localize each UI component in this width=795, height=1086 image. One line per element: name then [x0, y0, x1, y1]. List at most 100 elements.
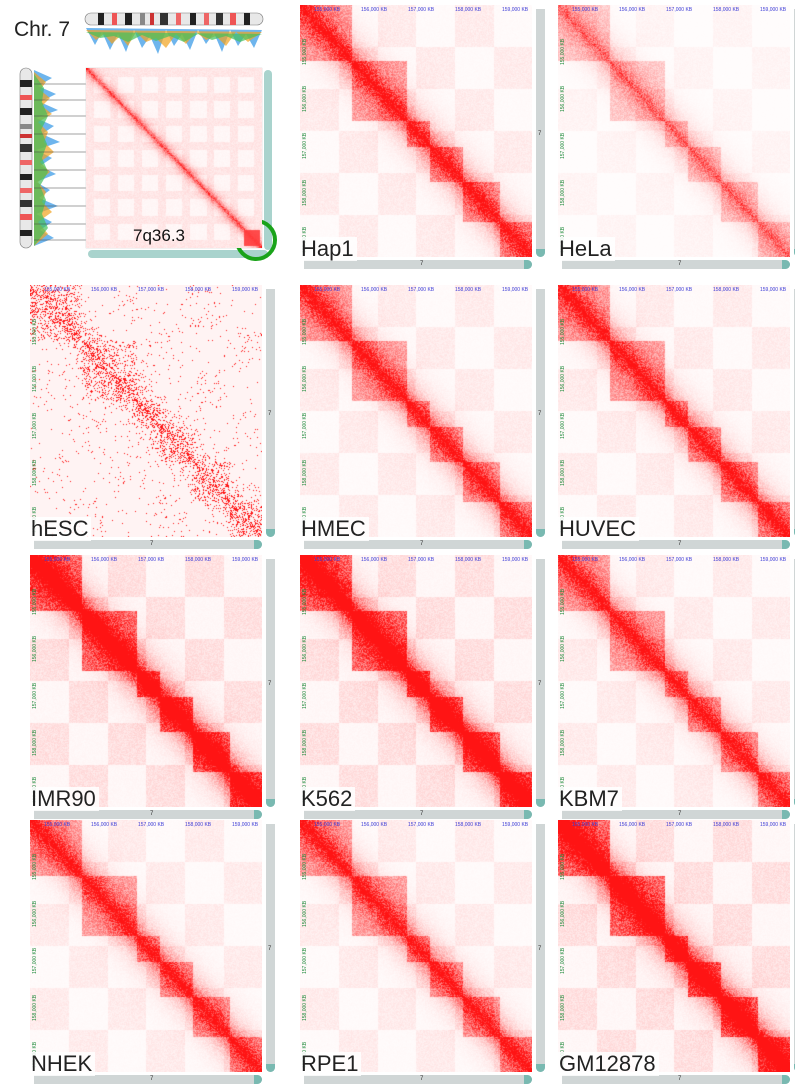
cell-line-label: hESC [28, 517, 92, 541]
track-label-horizontal: 7 [420, 541, 424, 547]
tick-label-left: 157,000 KB [560, 132, 566, 159]
tick-label-left: 158,000 KB [302, 179, 308, 206]
tick-label-left: 157,000 KB [302, 682, 308, 709]
tick-label-top: 158,000 KB [455, 7, 482, 13]
tick-label-left: 156,000 KB [302, 635, 308, 662]
tick-label-top: 157,000 KB [138, 557, 165, 563]
chromosome-track-vertical [266, 824, 275, 1072]
tick-label-left: 158,000 KB [32, 994, 38, 1021]
tick-label-left: 155,000 KB [32, 588, 38, 615]
tick-label-left: 157,000 KB [32, 947, 38, 974]
track-label-horizontal: 7 [678, 811, 682, 817]
tick-label-top: 156,000 KB [361, 557, 388, 563]
tick-label-top: 158,000 KB [185, 557, 212, 563]
panel-hela: 155,000 KB 156,000 KB 157,000 KB 158,000 KB… [556, 5, 795, 271]
cell-line-label: HeLa [556, 237, 615, 261]
tick-label-top: 159,000 KB [760, 7, 787, 13]
panel-hmec: 155,000 KB 156,000 KB 157,000 KB 158,000 KB… [298, 285, 546, 551]
tick-label-top: 157,000 KB [138, 287, 165, 293]
chromosome-track-vertical [536, 559, 545, 807]
cell-line-label: IMR90 [28, 787, 99, 811]
tick-label-left: 158,000 KB [560, 459, 566, 486]
tick-label-left: 155,000 KB [302, 588, 308, 615]
cell-line-label: KBM7 [556, 787, 622, 811]
tick-label-left: 158,000 KB [560, 179, 566, 206]
cell-line-label: Hap1 [298, 237, 357, 261]
tick-label-top: 159,000 KB [760, 557, 787, 563]
tick-label-top: 159,000 KB [232, 287, 259, 293]
tick-label-top: 157,000 KB [666, 822, 693, 828]
cell-line-label: GM12878 [556, 1052, 659, 1076]
panel-hesc: 155,000 KB 156,000 KB 157,000 KB 158,000 KB… [28, 285, 276, 551]
region-callout-label: 7q36.3 [133, 226, 185, 245]
tick-label-left: 158,000 KB [302, 994, 308, 1021]
tick-label-left: 156,000 KB [32, 365, 38, 392]
profile-vertical [34, 70, 60, 246]
track-label-horizontal: 7 [678, 1076, 682, 1082]
track-label-vertical: 7 [538, 411, 542, 417]
track-label-horizontal: 7 [678, 541, 682, 547]
panel-imr90: 155,000 KB 156,000 KB 157,000 KB 158,000 KB… [28, 555, 276, 821]
tick-label-top: 156,000 KB [91, 557, 118, 563]
chromosome-track-vertical [536, 9, 545, 257]
tick-label-top: 156,000 KB [619, 822, 646, 828]
cell-line-label: RPE1 [298, 1052, 362, 1076]
tick-label-left: 157,000 KB [302, 412, 308, 439]
tick-label-top: 157,000 KB [666, 287, 693, 293]
tick-label-top: 155,000 KB [572, 7, 599, 13]
tick-label-left: 156,000 KB [560, 85, 566, 112]
track-label-horizontal: 7 [150, 541, 154, 547]
contact-map [558, 820, 790, 1072]
tick-label-top: 159,000 KB [502, 557, 529, 563]
chromosome-track-horizontal [34, 810, 262, 819]
chromosome-title: Chr. 7 [14, 18, 71, 41]
overview-contact-map [86, 68, 262, 248]
tick-label-top: 155,000 KB [572, 557, 599, 563]
tick-label-left: 158,000 KB [560, 994, 566, 1021]
tick-label-top: 157,000 KB [408, 822, 435, 828]
tick-label-top: 159,000 KB [760, 287, 787, 293]
tick-label-top: 155,000 KB [44, 822, 71, 828]
tick-label-left: 156,000 KB [32, 900, 38, 927]
panel-kbm7: 155,000 KB 156,000 KB 157,000 KB 158,000 KB… [556, 555, 795, 821]
tick-label-left: 155,000 KB [302, 38, 308, 65]
chromosome-track-horizontal [304, 540, 532, 549]
chromosome-track-vertical [266, 559, 275, 807]
cell-line-label: NHEK [28, 1052, 96, 1076]
contact-map [300, 285, 532, 537]
overview-track-vertical [264, 70, 272, 250]
tick-label-top: 155,000 KB [314, 822, 341, 828]
track-label-vertical: 7 [268, 681, 272, 687]
tick-label-top: 159,000 KB [232, 822, 259, 828]
chromosome-track-horizontal [562, 540, 790, 549]
tick-label-top: 155,000 KB [314, 7, 341, 13]
panel-rpe1: 155,000 KB 156,000 KB 157,000 KB 158,000 KB… [298, 820, 546, 1086]
contact-map [30, 285, 262, 537]
track-label-horizontal: 7 [420, 261, 424, 267]
tick-label-top: 157,000 KB [666, 557, 693, 563]
tick-label-top: 155,000 KB [572, 287, 599, 293]
chromosome-track-horizontal [304, 1075, 532, 1084]
tick-label-left: 158,000 KB [302, 729, 308, 756]
contact-map [558, 555, 790, 807]
tick-label-left: 155,000 KB [560, 318, 566, 345]
contact-map [300, 555, 532, 807]
tick-label-left: 155,000 KB [302, 853, 308, 880]
tick-label-top: 158,000 KB [713, 822, 740, 828]
tick-label-top: 158,000 KB [713, 7, 740, 13]
tick-label-left: 155,000 KB [560, 38, 566, 65]
tick-label-top: 158,000 KB [185, 287, 212, 293]
tick-label-top: 157,000 KB [408, 287, 435, 293]
tick-label-left: 155,000 KB [302, 318, 308, 345]
chromosome-track-horizontal [562, 810, 790, 819]
tick-label-left: 157,000 KB [32, 682, 38, 709]
ideogram-horizontal [84, 12, 264, 26]
panel-huvec: 155,000 KB 156,000 KB 157,000 KB 158,000 KB… [556, 285, 795, 551]
track-label-vertical: 7 [538, 946, 542, 952]
overview-track-horizontal [88, 250, 268, 258]
contact-map [30, 555, 262, 807]
contact-map [558, 5, 790, 257]
tick-label-top: 156,000 KB [361, 822, 388, 828]
chromosome-track-horizontal [304, 810, 532, 819]
tick-label-left: 157,000 KB [302, 132, 308, 159]
